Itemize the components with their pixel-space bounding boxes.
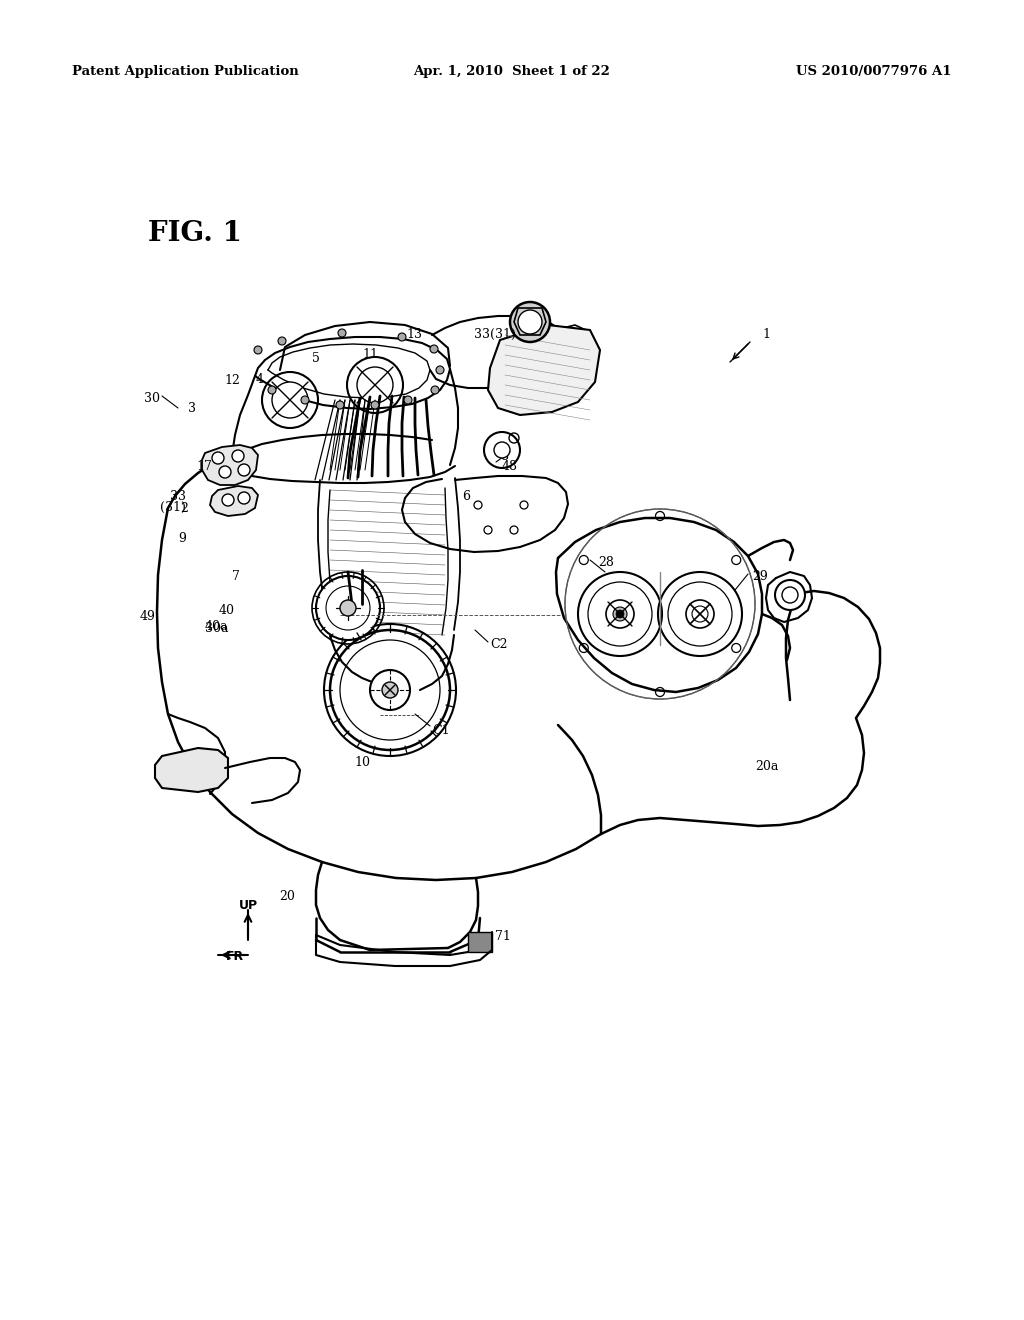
- Text: 9: 9: [178, 532, 186, 545]
- Circle shape: [330, 630, 450, 750]
- Circle shape: [431, 385, 439, 393]
- Circle shape: [238, 465, 250, 477]
- Text: FR: FR: [226, 950, 244, 964]
- Circle shape: [494, 442, 510, 458]
- Circle shape: [606, 601, 634, 628]
- Circle shape: [301, 396, 309, 404]
- Text: (31): (31): [160, 502, 186, 513]
- Circle shape: [510, 302, 550, 342]
- Text: 10: 10: [354, 756, 370, 770]
- Circle shape: [340, 601, 356, 616]
- Circle shape: [316, 576, 380, 640]
- Text: 33(31): 33(31): [474, 327, 516, 341]
- Text: 17: 17: [197, 459, 212, 473]
- Polygon shape: [468, 932, 492, 952]
- Text: 8: 8: [500, 450, 508, 463]
- Circle shape: [430, 345, 438, 352]
- Circle shape: [338, 329, 346, 337]
- Circle shape: [212, 451, 224, 465]
- Text: 12: 12: [224, 374, 240, 387]
- Circle shape: [370, 671, 410, 710]
- Text: 13: 13: [406, 327, 422, 341]
- Circle shape: [336, 401, 344, 409]
- Text: 71: 71: [495, 931, 511, 942]
- Polygon shape: [155, 748, 228, 792]
- Circle shape: [404, 396, 412, 404]
- Circle shape: [692, 606, 708, 622]
- Text: C2: C2: [490, 638, 508, 651]
- Text: Patent Application Publication: Patent Application Publication: [72, 65, 299, 78]
- Text: 5: 5: [312, 352, 319, 366]
- Circle shape: [436, 366, 444, 374]
- Circle shape: [357, 367, 393, 403]
- Text: 11: 11: [362, 348, 378, 360]
- Polygon shape: [210, 486, 258, 516]
- Circle shape: [518, 310, 542, 334]
- Text: 33: 33: [170, 490, 186, 503]
- Text: 2: 2: [180, 502, 188, 515]
- Polygon shape: [202, 445, 258, 484]
- Text: 29: 29: [752, 570, 768, 583]
- Circle shape: [382, 682, 398, 698]
- Circle shape: [278, 337, 286, 345]
- Text: FIG. 1: FIG. 1: [148, 220, 242, 247]
- Text: 28: 28: [598, 556, 613, 569]
- Text: 6: 6: [462, 490, 470, 503]
- Circle shape: [371, 401, 379, 409]
- Text: 1: 1: [762, 327, 770, 341]
- Text: UP: UP: [239, 899, 258, 912]
- Polygon shape: [488, 325, 600, 414]
- Circle shape: [232, 450, 244, 462]
- Circle shape: [268, 385, 276, 393]
- Text: 40: 40: [219, 605, 234, 616]
- Text: US 2010/0077976 A1: US 2010/0077976 A1: [797, 65, 952, 78]
- Circle shape: [272, 381, 308, 418]
- Text: 20a: 20a: [755, 760, 778, 774]
- Circle shape: [254, 346, 262, 354]
- Text: 4: 4: [256, 374, 264, 385]
- Circle shape: [398, 333, 406, 341]
- Circle shape: [616, 610, 624, 618]
- Circle shape: [613, 607, 627, 620]
- Circle shape: [686, 601, 714, 628]
- Text: C1: C1: [432, 723, 450, 737]
- Text: 40a: 40a: [205, 620, 228, 634]
- Circle shape: [238, 492, 250, 504]
- Text: 30: 30: [144, 392, 160, 405]
- Circle shape: [222, 494, 234, 506]
- Circle shape: [219, 466, 231, 478]
- Circle shape: [775, 579, 805, 610]
- Text: 49: 49: [139, 610, 155, 623]
- Text: 20: 20: [280, 890, 295, 903]
- Text: 30a: 30a: [205, 622, 228, 635]
- Text: 3: 3: [188, 403, 196, 414]
- Text: 48: 48: [502, 459, 518, 473]
- Text: Apr. 1, 2010  Sheet 1 of 22: Apr. 1, 2010 Sheet 1 of 22: [414, 65, 610, 78]
- Text: 7: 7: [232, 570, 240, 583]
